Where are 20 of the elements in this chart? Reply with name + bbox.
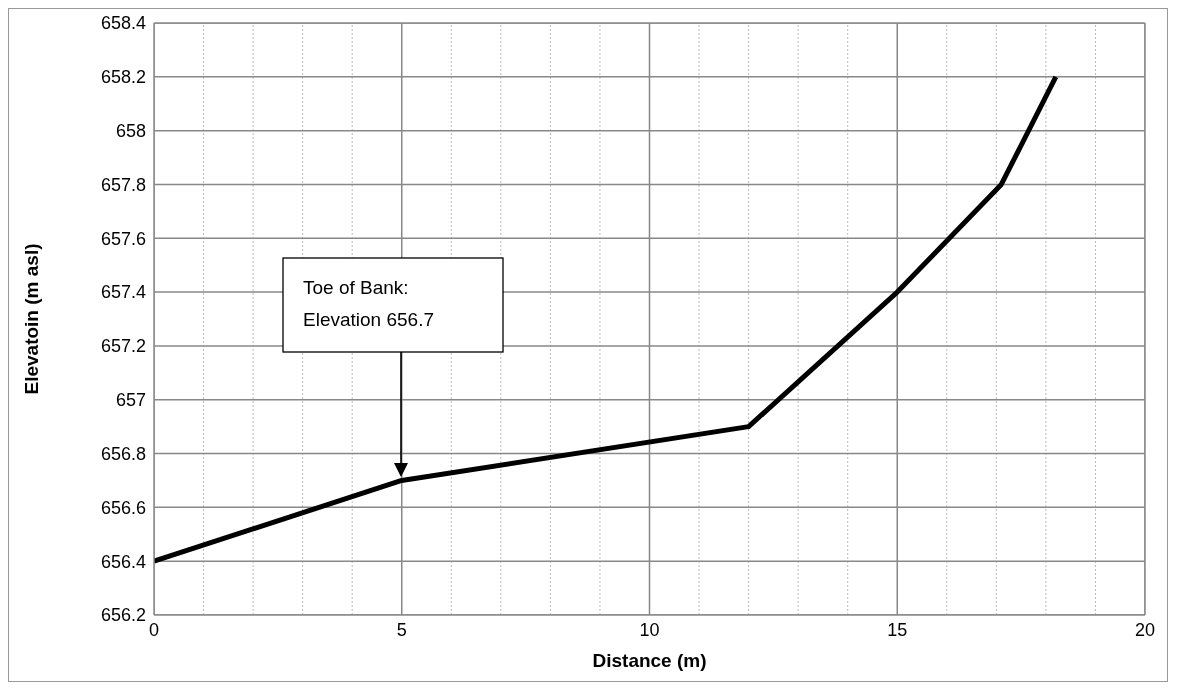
y-tick-label: 657.2 bbox=[100, 336, 146, 357]
y-tick-label: 658 bbox=[115, 121, 146, 142]
x-tick-label: 5 bbox=[396, 619, 407, 640]
y-tick-label: 656.8 bbox=[100, 443, 146, 464]
y-tick-label: 657.6 bbox=[100, 228, 146, 249]
x-tick-label: 10 bbox=[639, 619, 660, 640]
y-tick-label: 656.2 bbox=[100, 605, 146, 626]
y-tick-label: 658.2 bbox=[100, 67, 146, 88]
x-axis-title: Distance (m) bbox=[592, 650, 707, 671]
y-tick-label: 657.8 bbox=[100, 174, 146, 195]
y-tick-label: 657 bbox=[115, 390, 146, 411]
y-tick-label: 657.4 bbox=[100, 282, 146, 303]
annotation: Toe of Bank: Elevation 656.7 bbox=[303, 277, 434, 330]
x-tick-label: 0 bbox=[148, 619, 160, 640]
y-tick-label: 656.4 bbox=[100, 551, 146, 572]
x-tick-label: 15 bbox=[887, 619, 908, 640]
y-axis-title: Elevatoin (m asl) bbox=[20, 243, 42, 395]
y-tick-label: 656.6 bbox=[100, 497, 146, 518]
x-tick-label: 20 bbox=[1134, 619, 1156, 640]
y-tick-label: 658.4 bbox=[100, 13, 146, 34]
